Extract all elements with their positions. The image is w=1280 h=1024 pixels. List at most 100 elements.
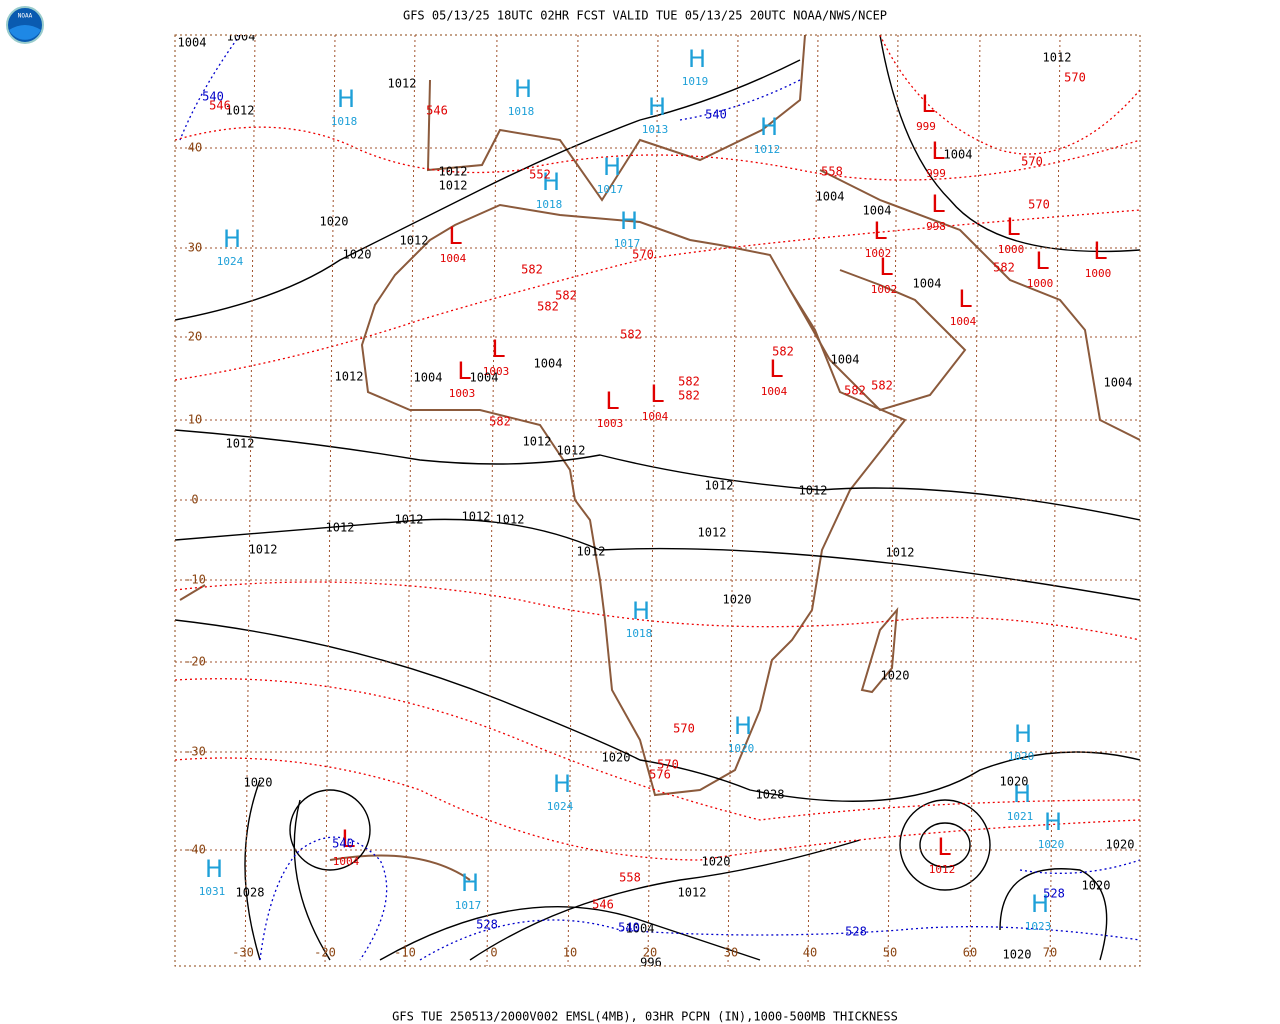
lows-letter: L: [931, 137, 945, 165]
lon-label: 0: [490, 946, 497, 960]
thickness-label: 582: [678, 375, 700, 389]
highs-letter: H: [461, 869, 479, 897]
cold-thickness-label: 540: [202, 90, 224, 104]
isobar-label: 1020: [320, 215, 349, 229]
lows-value: 1004: [950, 315, 977, 328]
highs-value: 1019: [682, 75, 709, 88]
lon-label: -30: [232, 946, 254, 960]
cold-thickness-label: 528: [1043, 887, 1065, 901]
thickness-label: 582: [993, 261, 1015, 275]
thickness-label: 570: [1021, 155, 1043, 169]
isobar-label: 1012: [335, 370, 364, 384]
isobar-label: 1004: [831, 353, 860, 367]
isobar-label: 1020: [1082, 879, 1111, 893]
thickness-label: 582: [678, 389, 700, 403]
lat-label: 20: [188, 330, 202, 344]
lows-letter: L: [921, 90, 935, 118]
isobar-label: 1012: [388, 77, 417, 91]
lows-value: 1004: [440, 252, 467, 265]
highs-value: 1018: [331, 115, 358, 128]
lon-label: 10: [563, 946, 577, 960]
logo-label: NOAA: [18, 13, 33, 20]
isobar-label: 1020: [881, 669, 910, 683]
isobar-label: 1012: [886, 546, 915, 560]
thickness-label: 546: [592, 898, 614, 912]
thickness-label: 546: [426, 104, 448, 118]
highs-value: 1017: [455, 899, 482, 912]
highs-letter: H: [1013, 780, 1031, 808]
lows-letter: L: [341, 825, 355, 853]
thickness-label: 582: [772, 345, 794, 359]
highs-value: 1020: [728, 742, 755, 755]
lows-value: 1000: [1027, 277, 1054, 290]
lon-grid-line: [727, 35, 739, 966]
lows-letter: L: [605, 387, 619, 415]
isobar-label: 1020: [1106, 838, 1135, 852]
highs-value: 1024: [547, 800, 574, 813]
lows-letter: L: [1006, 213, 1020, 241]
thickness-label: 582: [489, 415, 511, 429]
lon-grid-line: [324, 35, 336, 966]
lows-letter: L: [873, 217, 887, 245]
lon-label: -20: [314, 946, 336, 960]
lon-grid-line: [969, 35, 981, 966]
lat-label: -20: [184, 655, 206, 669]
lows-value: 999: [916, 120, 936, 133]
lat-label: -40: [184, 843, 206, 857]
lows-value: 1002: [871, 283, 898, 296]
lon-grid-line: [567, 35, 579, 966]
highs-letter: H: [205, 855, 223, 883]
map-caption: GFS TUE 250513/2000V002 EMSL(4MB), 03HR …: [392, 1010, 898, 1024]
thickness-label: 570: [632, 248, 654, 262]
thickness-label: 552: [529, 168, 551, 182]
lat-label: 40: [188, 141, 202, 155]
lon-grid-line: [887, 35, 899, 966]
isobar-label: 1020: [1003, 948, 1032, 962]
highs-letter: H: [542, 168, 560, 196]
cold-thickness-label: 528: [845, 925, 867, 939]
highs-value: 1012: [754, 143, 781, 156]
cold-thickness-label: 528: [476, 918, 498, 932]
highs-letter: H: [553, 770, 571, 798]
lon-grid-line: [404, 35, 416, 966]
isobars: [175, 35, 1140, 961]
thickness-label: 582: [844, 384, 866, 398]
thickness-label: 582: [620, 328, 642, 342]
isobar-label: 1012: [557, 444, 586, 458]
lows-letter: L: [958, 285, 972, 313]
highs-value: 1024: [217, 255, 244, 268]
highs-letter: H: [760, 113, 778, 141]
thickness-label: 570: [673, 722, 695, 736]
thickness-label: 558: [619, 871, 641, 885]
highs-letter: H: [1044, 808, 1062, 836]
highs-letter: H: [688, 45, 706, 73]
highs-letter: H: [1014, 720, 1032, 748]
lows-letter: L: [1093, 237, 1107, 265]
lat-label: 10: [188, 413, 202, 427]
lon-grid-line: [244, 35, 256, 966]
lows-value: 1012: [929, 863, 956, 876]
isobar-label: 1012: [523, 435, 552, 449]
isobar-label: 1012: [439, 179, 468, 193]
isobar-label: 1004: [1104, 376, 1133, 390]
highs-letter: H: [1031, 890, 1049, 918]
cold-thickness-label: 540: [618, 921, 640, 935]
lat-label: 0: [191, 493, 198, 507]
map-title: GFS 05/13/25 18UTC 02HR FCST VALID TUE 0…: [403, 9, 887, 23]
lows-value: 1004: [761, 385, 788, 398]
lon-label: -10: [394, 946, 416, 960]
isobar-label: 1012: [705, 479, 734, 493]
cold-thickness-lines: [179, 35, 1140, 961]
isobar-label: 1028: [756, 788, 785, 802]
map-border: [174, 34, 1141, 967]
highs-value: 1017: [614, 237, 641, 250]
lows-letter: L: [448, 222, 462, 250]
isobar-label: 1004: [626, 922, 655, 936]
coastlines: [179, 35, 1140, 881]
lows-value: 1000: [1085, 267, 1112, 280]
isobar-label: 1012: [439, 165, 468, 179]
highs-value: 1031: [199, 885, 226, 898]
isobar-label: 1012: [799, 484, 828, 498]
lows-value: 999: [926, 167, 946, 180]
